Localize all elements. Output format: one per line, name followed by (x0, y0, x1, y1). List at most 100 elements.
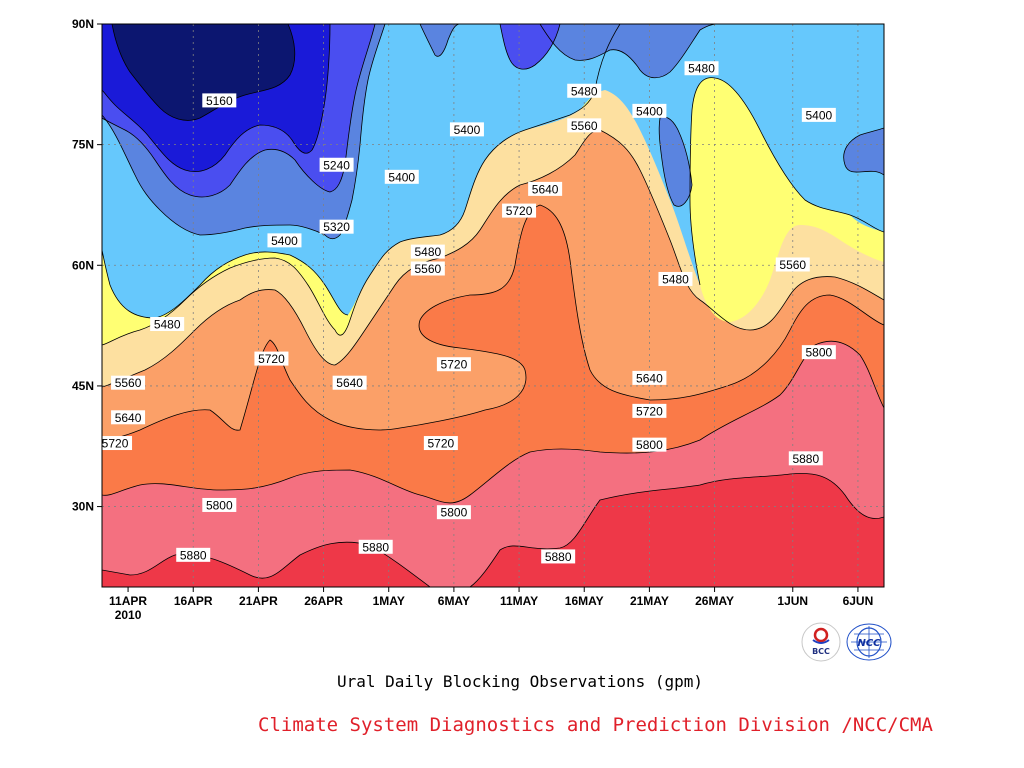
contour-label: 5720 (502, 203, 537, 218)
contour-label-text: 5560 (571, 119, 598, 133)
x-tick-label: 11APR (109, 594, 147, 608)
contour-label: 5800 (801, 345, 836, 360)
contour-label: 5400 (801, 107, 836, 122)
y-tick-label: 45N (72, 379, 94, 393)
contour-label-text: 5880 (545, 550, 572, 564)
contour-label: 5480 (658, 271, 693, 286)
x-year-label: 2010 (115, 608, 142, 622)
svg-text:BCC: BCC (812, 647, 830, 656)
x-tick-label: 21MAY (630, 594, 669, 608)
contour-label-bg (632, 403, 667, 418)
contour-label-bg (150, 316, 185, 331)
contour-label-text: 5640 (532, 182, 559, 196)
contour-label-bg (358, 539, 393, 554)
contour-label: 5880 (541, 549, 576, 564)
x-tick-label: 26MAY (695, 594, 734, 608)
contour-label: 5880 (358, 539, 393, 554)
contour-label: 5640 (528, 181, 563, 196)
contour-label: 5720 (436, 357, 471, 372)
contour-label: 5240 (319, 157, 354, 172)
contour-label-text: 5800 (206, 498, 233, 512)
x-tick-label: 21APR (239, 594, 278, 608)
y-tick-label: 30N (72, 500, 94, 514)
contour-label-bg (98, 436, 133, 451)
contour-label-bg (658, 271, 693, 286)
contour-label-bg (384, 169, 419, 184)
chart-caption: Ural Daily Blocking Observations (gpm) (336, 672, 704, 691)
contour-label-bg (111, 410, 146, 425)
contour-label-text: 5480 (688, 62, 715, 76)
contour-label-bg (176, 547, 211, 562)
contour-label: 5640 (332, 375, 367, 390)
contour-lines (102, 24, 884, 587)
x-tick-label: 1JUN (777, 594, 808, 608)
x-tick-label: 16MAY (565, 594, 604, 608)
contour-label-bg (202, 497, 237, 512)
y-axis: 30N 45N 60N 75N 90N (72, 17, 102, 514)
contour-label: 5560 (567, 118, 602, 133)
contour-label-text: 5400 (271, 234, 298, 248)
contour-label-bg (111, 375, 146, 390)
contour-label-bg (632, 370, 667, 385)
contour-label-bg (541, 549, 576, 564)
contour-label-text: 5240 (323, 158, 350, 172)
contour-label-text: 5160 (206, 94, 233, 108)
contour-label-text: 5720 (441, 358, 468, 372)
contour-label: 5560 (410, 261, 445, 276)
contour-label-bg (801, 345, 836, 360)
contour-label: 5800 (632, 437, 667, 452)
contour-label-text: 5480 (414, 245, 441, 259)
contour-label-text: 5640 (636, 371, 663, 385)
contour-label: 5560 (111, 375, 146, 390)
contour-label-bg (567, 83, 602, 98)
contour-label: 5640 (111, 410, 146, 425)
contour-label-bg (788, 451, 823, 466)
x-tick-label: 1MAY (373, 594, 405, 608)
x-axis: 11APR 16APR 21APR 26APR 1MAY 6MAY 11MAY 16MAY 21… (109, 587, 873, 622)
contour-label-text: 5800 (805, 346, 832, 360)
x-tick-label: 16APR (174, 594, 213, 608)
contour-label-text: 5400 (636, 104, 663, 118)
contour-label-text: 5480 (571, 84, 598, 98)
contour-label-bg (436, 505, 471, 520)
x-tick-label: 6MAY (438, 594, 470, 608)
contour-label-bg (319, 219, 354, 234)
grid (102, 24, 884, 587)
credit-text: Climate System Diagnostics and Predictio… (258, 714, 933, 736)
contour-label-text: 5720 (428, 437, 455, 451)
bcc-logo: BCC (801, 622, 841, 662)
contour-label-bg (202, 93, 237, 108)
contour-label-text: 5400 (388, 170, 415, 184)
contour-label-text: 5400 (805, 108, 832, 122)
contour-label: 5400 (632, 103, 667, 118)
contour-label-bg (423, 436, 458, 451)
contour-label: 5800 (436, 505, 471, 520)
contour-label-text: 5480 (154, 317, 181, 331)
contour-label-text: 5720 (506, 204, 533, 218)
contour-label-bg (632, 437, 667, 452)
y-tick-label: 90N (72, 17, 94, 31)
contour-label-text: 5320 (323, 220, 350, 234)
contour-label-bg (436, 357, 471, 372)
contour-label-bg (801, 107, 836, 122)
contour-label: 5160 (202, 93, 237, 108)
y-tick-label: 60N (72, 258, 94, 272)
contour-label: 5720 (632, 403, 667, 418)
contour-label-bg (319, 157, 354, 172)
svg-text:NCC: NCC (857, 638, 881, 649)
contour-label: 5720 (254, 351, 289, 366)
contour-label: 5480 (150, 316, 185, 331)
contour-label-text: 5560 (414, 262, 441, 276)
contour-label: 5880 (176, 547, 211, 562)
contour-label-bg (410, 261, 445, 276)
contour-label: 5560 (775, 257, 810, 272)
contour-label-bg (684, 61, 719, 76)
contour-label: 5400 (449, 122, 484, 137)
contour-label-text: 5480 (662, 272, 689, 286)
contour-label-text: 5720 (102, 437, 129, 451)
contour-label: 5800 (202, 497, 237, 512)
contour-label: 5480 (410, 244, 445, 259)
contour-label-bg (528, 181, 563, 196)
contour-label: 5640 (632, 370, 667, 385)
